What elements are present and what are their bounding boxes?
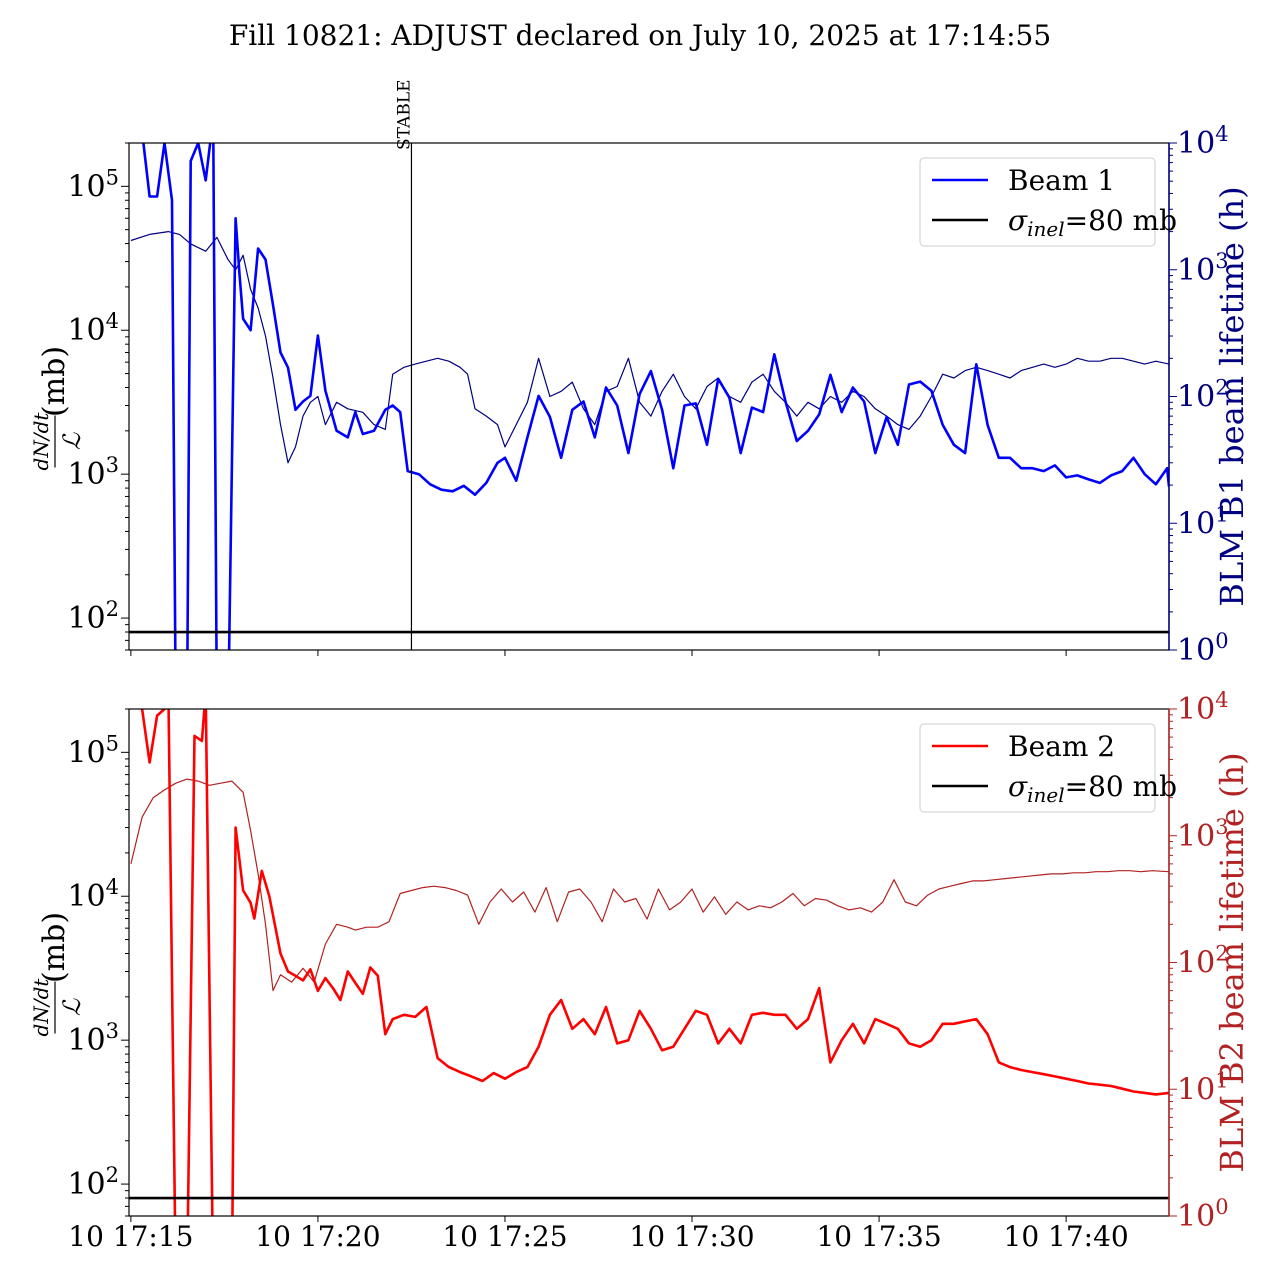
panel-2: 102 103 104 105 100 101 102 103 104 10 17:15 10 17… bbox=[29, 688, 1251, 1253]
plot-area bbox=[129, 709, 1169, 1216]
right-tick-label: 104 bbox=[1177, 122, 1229, 161]
x-tick-label: 10 17:40 bbox=[1004, 1220, 1129, 1253]
x-tick-label: 10 17:30 bbox=[629, 1220, 754, 1253]
legend-label: σinel=80 mb bbox=[1008, 770, 1177, 807]
right-tick-label: 100 bbox=[1177, 629, 1229, 668]
right-tick-label: 103 bbox=[1177, 249, 1229, 288]
right-tick-label: 101 bbox=[1177, 1068, 1229, 1107]
right-tick-label: 100 bbox=[1177, 1195, 1229, 1234]
left-tick-label: 102 bbox=[67, 597, 119, 636]
right-tick-label: 101 bbox=[1177, 502, 1229, 541]
left-tick-label: 103 bbox=[67, 453, 119, 492]
right-tick-label: 102 bbox=[1177, 376, 1229, 415]
left-tick-label: 102 bbox=[67, 1163, 119, 1202]
x-tick-label: 10 17:35 bbox=[816, 1220, 941, 1253]
ylabel-unit: (mb) bbox=[37, 346, 72, 417]
lifetime-line bbox=[130, 778, 1169, 992]
figure-title: Fill 10821: ADJUST declared on July 10, … bbox=[229, 19, 1051, 52]
stable-marker-label: STABLE bbox=[394, 79, 414, 150]
right-tick-label: 103 bbox=[1177, 815, 1229, 854]
x-tick-label: 10 17:25 bbox=[442, 1220, 567, 1253]
legend-label: Beam 1 bbox=[1008, 164, 1115, 197]
beam-line bbox=[142, 143, 1169, 650]
right-axis-label: BLM B1 beam lifetime (h) bbox=[1213, 186, 1251, 606]
ylabel-numerator: dN/dt bbox=[29, 412, 53, 471]
ylabel-denominator: ℒ bbox=[58, 432, 86, 450]
legend: Beam 2 σinel=80 mb bbox=[919, 723, 1177, 813]
x-tick-label: 10 17:20 bbox=[255, 1220, 380, 1253]
left-tick-label: 105 bbox=[67, 731, 119, 770]
panel-1: STABLE 102 103 104 105 100 101 102 103 104 dN/dt ℒ (… bbox=[29, 79, 1251, 668]
left-tick-label: 104 bbox=[67, 875, 119, 914]
ylabel-numerator: dN/dt bbox=[29, 978, 53, 1037]
plot-area bbox=[129, 143, 1169, 650]
ylabel-denominator: ℒ bbox=[58, 998, 86, 1016]
legend-label: σinel=80 mb bbox=[1008, 204, 1177, 241]
left-tick-label: 104 bbox=[67, 309, 119, 348]
left-axis-label: dN/dt ℒ (mb) bbox=[29, 912, 86, 1036]
right-tick-label: 104 bbox=[1177, 688, 1229, 727]
right-axis-label: BLM B2 beam lifetime (h) bbox=[1213, 752, 1251, 1172]
left-axis-label: dN/dt ℒ (mb) bbox=[29, 346, 86, 470]
lifetime-line bbox=[130, 231, 1169, 464]
ylabel-unit: (mb) bbox=[37, 912, 72, 983]
right-tick-label: 102 bbox=[1177, 942, 1229, 981]
legend: Beam 1 σinel=80 mb bbox=[919, 157, 1177, 247]
x-tick-label: 10 17:15 bbox=[68, 1220, 193, 1253]
left-tick-label: 105 bbox=[67, 165, 119, 204]
left-tick-label: 103 bbox=[67, 1019, 119, 1058]
beam-line bbox=[140, 709, 1169, 1216]
legend-label: Beam 2 bbox=[1008, 730, 1115, 763]
